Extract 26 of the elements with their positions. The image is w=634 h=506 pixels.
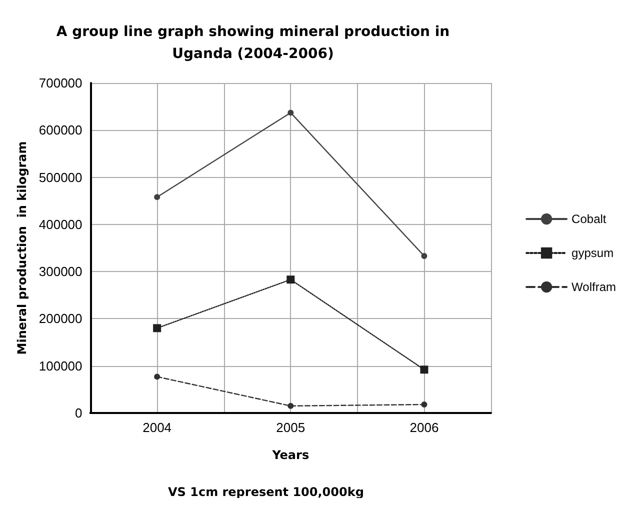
x-tick-label: 2004 (142, 420, 172, 435)
x-tick-label: 2006 (410, 420, 439, 435)
legend-label: Cobalt (572, 212, 607, 226)
y-tick-label: 600000 (38, 122, 82, 138)
y-tick-label: 0 (75, 406, 82, 420)
x-axis-title: Years (271, 448, 310, 462)
chart-title: A group line graph showing mineral production in Uganda (2004-2006) (56, 24, 450, 62)
point (420, 366, 428, 374)
point (286, 276, 295, 284)
y-tick-label: 500000 (38, 170, 82, 185)
point (288, 402, 294, 409)
point (154, 374, 160, 380)
point (153, 324, 162, 332)
x-tick-label: 2005 (276, 420, 306, 435)
y-axis-title: Mineral production in kilogram (15, 141, 29, 355)
point (154, 194, 160, 200)
point (421, 253, 428, 260)
legend-label: Wolfram (572, 280, 616, 294)
y-tick-label: 200000 (38, 311, 82, 326)
y-tick-label: 400000 (38, 216, 82, 232)
y-tick-label: 700000 (38, 76, 82, 90)
y-tick-label: 100000 (38, 358, 82, 374)
y-tick-label: 300000 (38, 264, 82, 280)
legend-label: gypsum (572, 246, 614, 260)
point (288, 110, 294, 116)
point (421, 402, 428, 408)
